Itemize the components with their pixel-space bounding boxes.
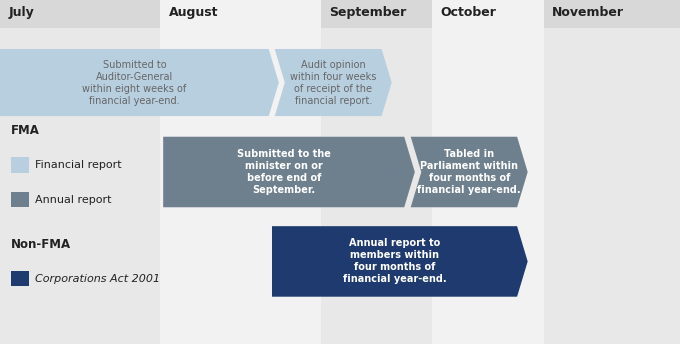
Text: August: August xyxy=(169,7,218,19)
FancyBboxPatch shape xyxy=(544,0,680,344)
Text: Financial report: Financial report xyxy=(35,160,122,170)
FancyBboxPatch shape xyxy=(432,0,544,344)
Polygon shape xyxy=(0,49,279,116)
FancyBboxPatch shape xyxy=(0,0,160,344)
Polygon shape xyxy=(411,137,528,207)
Text: Non-FMA: Non-FMA xyxy=(11,238,71,251)
FancyBboxPatch shape xyxy=(321,0,432,344)
Text: Submitted to the
minister on or
before end of
September.: Submitted to the minister on or before e… xyxy=(237,149,330,195)
Polygon shape xyxy=(272,226,528,297)
FancyBboxPatch shape xyxy=(160,0,321,344)
FancyBboxPatch shape xyxy=(11,192,29,207)
Polygon shape xyxy=(163,137,415,207)
Text: Annual report to
members within
four months of
financial year-end.: Annual report to members within four mon… xyxy=(343,238,446,284)
FancyBboxPatch shape xyxy=(11,271,29,286)
FancyBboxPatch shape xyxy=(160,0,321,28)
Text: Tabled in
Parliament within
four months of
financial year-end.: Tabled in Parliament within four months … xyxy=(418,149,521,195)
Text: September: September xyxy=(329,7,407,19)
Text: Submitted to
Auditor-General
within eight weeks of
financial year-end.: Submitted to Auditor-General within eigh… xyxy=(82,60,186,106)
FancyBboxPatch shape xyxy=(0,0,160,28)
Polygon shape xyxy=(275,49,392,116)
Text: November: November xyxy=(552,7,624,19)
Text: July: July xyxy=(8,7,34,19)
Text: Audit opinion
within four weeks
of receipt of the
financial report.: Audit opinion within four weeks of recei… xyxy=(290,60,377,106)
FancyBboxPatch shape xyxy=(11,158,29,173)
Text: October: October xyxy=(441,7,496,19)
FancyBboxPatch shape xyxy=(432,0,544,28)
Text: Corporations Act 2001: Corporations Act 2001 xyxy=(35,273,160,284)
FancyBboxPatch shape xyxy=(544,0,680,28)
Text: FMA: FMA xyxy=(11,124,39,137)
FancyBboxPatch shape xyxy=(321,0,432,28)
Text: Annual report: Annual report xyxy=(35,194,112,205)
